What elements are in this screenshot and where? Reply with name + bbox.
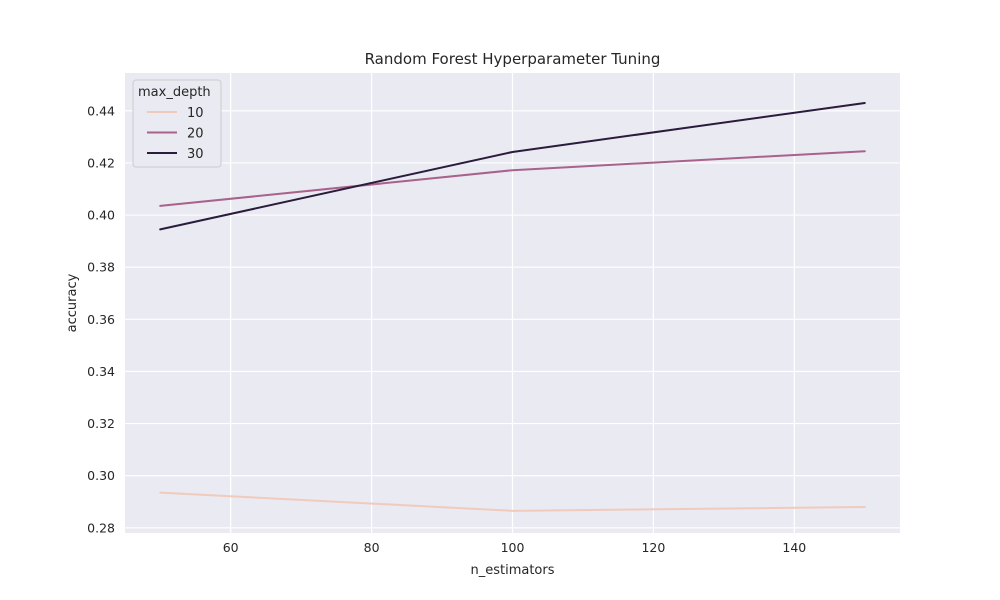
y-tick-label: 0.36	[87, 312, 115, 327]
y-tick-label: 0.44	[87, 103, 115, 118]
chart-title: Random Forest Hyperparameter Tuning	[365, 50, 661, 68]
x-axis-label: n_estimators	[470, 563, 554, 578]
y-axis-label: accuracy	[65, 273, 80, 332]
x-tick-label: 120	[641, 540, 665, 555]
grid	[125, 73, 900, 533]
y-tick-label: 0.34	[87, 364, 115, 379]
y-tick-label: 0.40	[87, 208, 115, 223]
series-lines	[159, 101, 866, 512]
series-line-30	[159, 101, 866, 231]
y-tick-label: 0.38	[87, 260, 115, 275]
y-tick-label: 0.42	[87, 155, 115, 170]
y-tick-label: 0.32	[87, 416, 115, 431]
y-tick-label: 0.28	[87, 520, 115, 535]
x-tick-label: 100	[501, 540, 525, 555]
x-axis-ticks: 60 80 100 120 140	[223, 540, 807, 555]
x-tick-label: 60	[223, 540, 239, 555]
legend-label-30: 30	[187, 147, 204, 162]
y-tick-label: 0.30	[87, 468, 115, 483]
legend-box	[132, 79, 222, 168]
legend-label-20: 20	[187, 127, 204, 142]
x-tick-label: 80	[364, 540, 380, 555]
x-tick-label: 140	[782, 540, 806, 555]
series-line-20	[159, 150, 866, 207]
series-line-10	[159, 491, 866, 512]
legend-title: max_depth	[138, 85, 211, 100]
legend: max_depth 10 20 30	[132, 79, 222, 168]
y-axis-ticks: 0.28 0.30 0.32 0.34 0.36 0.38 0.40 0.42 0.44	[87, 103, 115, 535]
legend-label-10: 10	[187, 106, 204, 121]
